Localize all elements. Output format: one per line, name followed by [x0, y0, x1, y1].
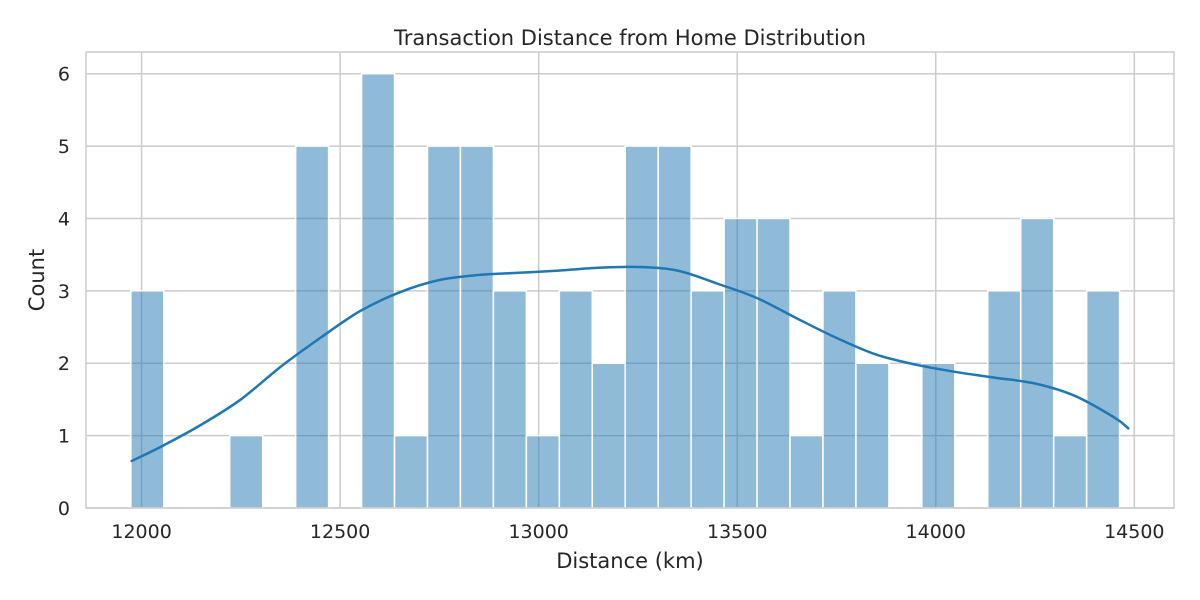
histogram-bar [1085, 290, 1121, 509]
y-tick-label: 6 [58, 64, 70, 86]
x-tick-label: 13000 [508, 521, 568, 543]
histogram-bar [690, 290, 725, 509]
histogram-bar [789, 434, 824, 509]
x-tick-label: 13500 [707, 521, 767, 543]
histogram-bar [657, 145, 692, 509]
x-tick-label: 12500 [310, 521, 370, 543]
histogram-bar [855, 362, 890, 509]
histogram-bar [1019, 217, 1055, 509]
y-tick-label: 0 [58, 498, 70, 520]
y-tick-label: 4 [58, 208, 70, 230]
histogram-bar [624, 145, 659, 509]
x-axis-title: Distance (km) [556, 549, 704, 573]
histogram-bar [459, 145, 495, 509]
x-tick-label: 12000 [111, 521, 171, 543]
kde-layer [130, 265, 1130, 463]
x-tick-label: 14500 [1104, 521, 1164, 543]
histogram-bar [723, 217, 758, 509]
histogram-bar [921, 362, 956, 509]
kde-line [130, 265, 1130, 463]
histogram-bar [360, 72, 396, 509]
histogram-bar [426, 145, 462, 509]
y-tick-label: 5 [58, 136, 70, 158]
histogram-bar [1052, 434, 1088, 509]
histogram-bar [525, 434, 561, 509]
y-tick-labels: 0 1 2 3 4 5 6 [58, 64, 70, 520]
histogram-bar [822, 290, 857, 509]
y-tick-label: 3 [58, 281, 70, 303]
x-tick-labels: 12000 12500 13000 13500 14000 14500 [111, 521, 1164, 543]
histogram-bar [228, 434, 264, 509]
histogram-bar [294, 145, 330, 509]
histogram-bar [756, 217, 791, 509]
bars-layer [130, 72, 1121, 509]
histogram-bar [558, 290, 594, 509]
x-tick-label: 14000 [906, 521, 966, 543]
histogram-bar [492, 290, 528, 509]
y-tick-label: 1 [58, 426, 70, 448]
y-axis-title: Count [25, 249, 49, 311]
y-tick-label: 2 [58, 353, 70, 375]
histogram-bar [987, 290, 1022, 509]
histogram-bar [130, 290, 165, 509]
plot-frame [85, 51, 1175, 509]
histogram-bar [393, 434, 429, 509]
chart-title: Transaction Distance from Home Distribut… [393, 26, 866, 50]
histogram-bar [591, 362, 626, 509]
